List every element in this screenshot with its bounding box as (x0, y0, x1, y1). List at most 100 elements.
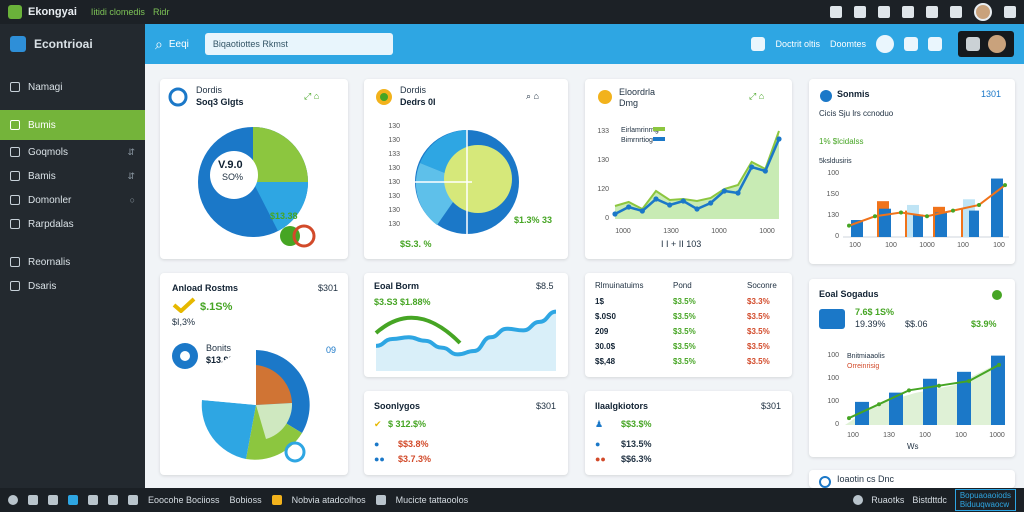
data-point (847, 223, 851, 228)
search-icon[interactable] (830, 6, 842, 18)
sidebar-item-dashboard[interactable]: Bumis (0, 110, 145, 140)
search-label: Eeqi (168, 38, 189, 50)
taskbar-item[interactable]: Bistdttdc (912, 495, 947, 505)
data-point (937, 383, 941, 388)
axis-tick-label: 100 (849, 242, 861, 249)
taskbar-item[interactable]: Bobioss (229, 495, 262, 505)
list-item: $$6.3% (621, 454, 652, 464)
refresh-icon[interactable] (904, 37, 918, 51)
help-icon[interactable] (751, 37, 766, 51)
wave-chart (374, 309, 557, 371)
sidebar-item-home[interactable]: Namagi (0, 74, 145, 100)
taskbar-item[interactable]: Ruaotks (871, 495, 905, 505)
expand-icon[interactable] (928, 37, 942, 51)
data-point (762, 168, 768, 174)
sidebar-item-files[interactable]: Bamis ⇵ (0, 164, 145, 188)
puzzle-icon[interactable] (878, 6, 890, 18)
app-icon[interactable] (128, 495, 138, 505)
sidebar-item-charts[interactable]: Goqmols ⇵ (0, 140, 145, 164)
header-link[interactable]: Doomtes (829, 39, 866, 49)
clock-icon[interactable] (853, 495, 864, 505)
taskbar-item[interactable]: Mucicte tattaoolos (395, 495, 469, 505)
table-cell: $$,48 (595, 357, 616, 366)
axis-tick-label: 130 (827, 212, 839, 219)
pie-chart (198, 127, 308, 237)
pie-slice (202, 350, 256, 405)
axis-tick-label: 133 (597, 128, 609, 135)
stat-value: 19.39% (855, 319, 886, 329)
data-point (639, 208, 645, 214)
data-point (1003, 183, 1007, 188)
taskbar-item[interactable]: Nobvia atadcolhos (291, 495, 366, 505)
card-right: $301 (761, 401, 782, 411)
breadcrumb-item[interactable]: Iitidi clomedis (90, 7, 145, 17)
data-point (667, 202, 673, 208)
expand-icon[interactable]: ⤢ ⌂ (749, 91, 765, 101)
home-icon (10, 82, 20, 92)
stat-value: $3.9% (971, 319, 997, 329)
avatar[interactable] (974, 3, 992, 21)
play-icon[interactable] (284, 441, 306, 463)
chevron-icon: ⇵ (127, 170, 135, 181)
list-item: $3.7.3% (398, 454, 432, 464)
chart-footer: Ws (907, 442, 919, 451)
sidebar-brand[interactable]: Econtrioai (0, 24, 145, 64)
data-point (951, 208, 955, 213)
notification-icon[interactable] (926, 6, 938, 18)
window-icon[interactable] (28, 495, 38, 505)
column-header[interactable]: Soconre (747, 281, 777, 290)
power-icon[interactable] (8, 495, 18, 505)
list-item: $13.5% (621, 439, 652, 449)
axis-tick-label: 1000 (759, 228, 775, 235)
check-icon: ✔ (374, 419, 382, 429)
breadcrumb-item[interactable]: Ridr (152, 7, 170, 17)
taskbar-item[interactable]: Eoocohe Bociioss (148, 495, 220, 505)
folder-icon[interactable] (48, 495, 58, 505)
card-donut: Dordis Dedrs 0I ⌕ ⌂ 130 130 133 130 130 130 13… (364, 79, 568, 259)
axis-tick-label: 100 (885, 242, 897, 249)
data-point (967, 379, 971, 384)
axis-tick-label: 100 (827, 352, 839, 359)
column-header[interactable]: Pond (673, 281, 692, 290)
user-menu[interactable] (958, 31, 1014, 57)
sidebar-item-tools[interactable]: Dsaris (0, 274, 145, 298)
calendar-icon[interactable] (950, 6, 962, 18)
axis-tick-label: 100 (827, 170, 839, 177)
pie-slice (256, 365, 292, 405)
sidebar-item-settings[interactable]: Reornalis (0, 250, 145, 274)
line-series (375, 309, 557, 357)
card-title: Eoal Borm (374, 281, 420, 291)
sidebar-item-reports[interactable]: Rarpdalas (0, 212, 145, 236)
axis-tick-label: 130 (388, 179, 400, 186)
header-bar: ⌕ Eeqi Doctrit oltis Doomtes (145, 24, 1024, 64)
header-link[interactable]: Doctrit oltis (775, 39, 820, 49)
axis-tick-label: 130 (388, 193, 400, 200)
column-header[interactable]: Rlmuinatuims (595, 281, 644, 290)
toggle-icon[interactable] (278, 224, 318, 248)
globe-icon[interactable] (876, 35, 894, 53)
stat-value: $13.38 (270, 211, 298, 221)
gear-icon[interactable] (271, 495, 282, 505)
card-bar-chart: Sonmis 1301 Cicis Sju lrs ccnoduo 1% $lc… (809, 79, 1015, 264)
sidebar-item-users[interactable]: Domonler ○ (0, 188, 145, 212)
pie-slice (253, 127, 308, 182)
data-point (877, 402, 881, 407)
expand-icon[interactable]: ⤢ ⌂ (304, 91, 320, 101)
message-icon[interactable] (902, 6, 914, 18)
search-icon[interactable]: ⌕ (155, 35, 163, 52)
search-input[interactable] (204, 33, 393, 55)
status-box[interactable]: Bopuaoaoiods Biduuqwaocw (954, 489, 1016, 511)
search-icon[interactable]: ⌕ ⌂ (526, 91, 539, 101)
card-partial: Ioaotin cs Dnc (809, 470, 1015, 488)
clock-icon[interactable] (854, 6, 866, 18)
grid-icon[interactable] (88, 495, 98, 505)
browser-icon[interactable] (68, 495, 78, 505)
card-title: Dordis (400, 85, 427, 95)
mail-icon[interactable] (108, 495, 118, 505)
table-cell: $3.5% (673, 327, 696, 336)
info-icon (820, 90, 832, 102)
stat-value: $I,3% (172, 317, 196, 327)
document-icon[interactable] (375, 495, 386, 505)
user-icon: ♟ (595, 419, 604, 429)
settings-icon[interactable] (1004, 6, 1016, 18)
